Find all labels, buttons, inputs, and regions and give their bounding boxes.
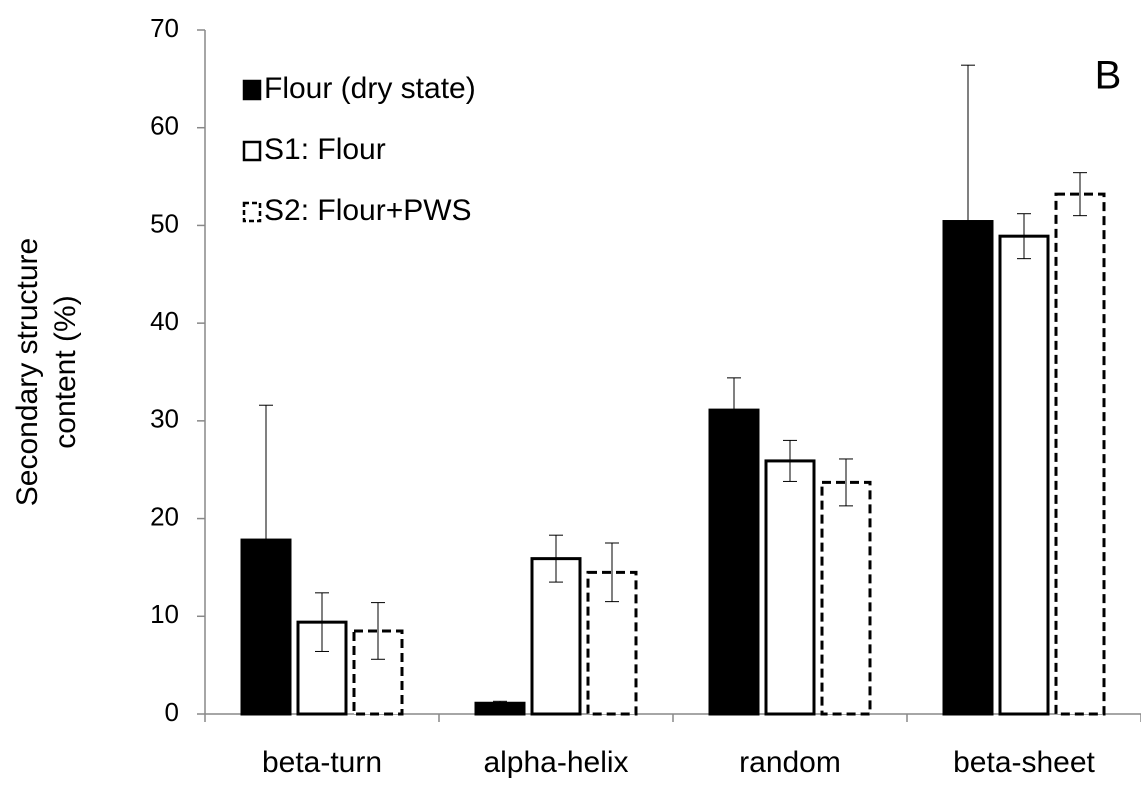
panel-label: B bbox=[1095, 54, 1122, 98]
error-bar bbox=[1017, 213, 1031, 260]
error-bar bbox=[315, 592, 329, 652]
bar bbox=[1054, 192, 1106, 716]
bar bbox=[820, 480, 872, 716]
legend-marker bbox=[242, 140, 262, 162]
legend-label: S2: Flour+PWS bbox=[264, 194, 472, 227]
y-axis-label: Secondary structure content (%) bbox=[11, 238, 82, 506]
error-bar bbox=[493, 700, 507, 706]
error-bar bbox=[549, 534, 563, 583]
error-bar bbox=[605, 542, 619, 603]
y-axis-label-line: Secondary structure bbox=[11, 238, 44, 506]
error-bar bbox=[839, 458, 853, 507]
x-tick-label: random bbox=[739, 746, 841, 779]
legend-marker bbox=[242, 201, 262, 223]
y-tick-label: 10 bbox=[150, 599, 179, 629]
bar bbox=[530, 557, 582, 716]
error-bar bbox=[259, 404, 273, 676]
y-axis-label-line: content (%) bbox=[49, 295, 82, 448]
x-tick-label: alpha-helix bbox=[483, 746, 628, 779]
x-tick-label: beta-turn bbox=[262, 746, 382, 779]
legend-label: Flour (dry state) bbox=[264, 72, 476, 105]
bar bbox=[764, 459, 816, 716]
error-bar bbox=[727, 377, 741, 443]
error-bar bbox=[371, 602, 385, 660]
y-tick-label: 40 bbox=[150, 306, 179, 336]
error-bar bbox=[961, 64, 975, 379]
bar bbox=[296, 620, 348, 716]
legend-marker bbox=[242, 79, 262, 101]
error-bar bbox=[1073, 172, 1087, 217]
legend-label: S1: Flour bbox=[264, 133, 386, 166]
y-tick-label: 50 bbox=[150, 208, 179, 238]
error-bar bbox=[783, 439, 797, 482]
y-tick-label: 0 bbox=[165, 697, 179, 727]
bar bbox=[352, 629, 404, 716]
y-tick-label: 20 bbox=[150, 501, 179, 531]
y-tick-label: 70 bbox=[150, 13, 179, 43]
bar bbox=[708, 408, 760, 716]
bar bbox=[998, 234, 1050, 716]
y-tick-label: 30 bbox=[150, 404, 179, 434]
y-tick-label: 60 bbox=[150, 111, 179, 141]
x-tick-label: beta-sheet bbox=[953, 746, 1095, 779]
